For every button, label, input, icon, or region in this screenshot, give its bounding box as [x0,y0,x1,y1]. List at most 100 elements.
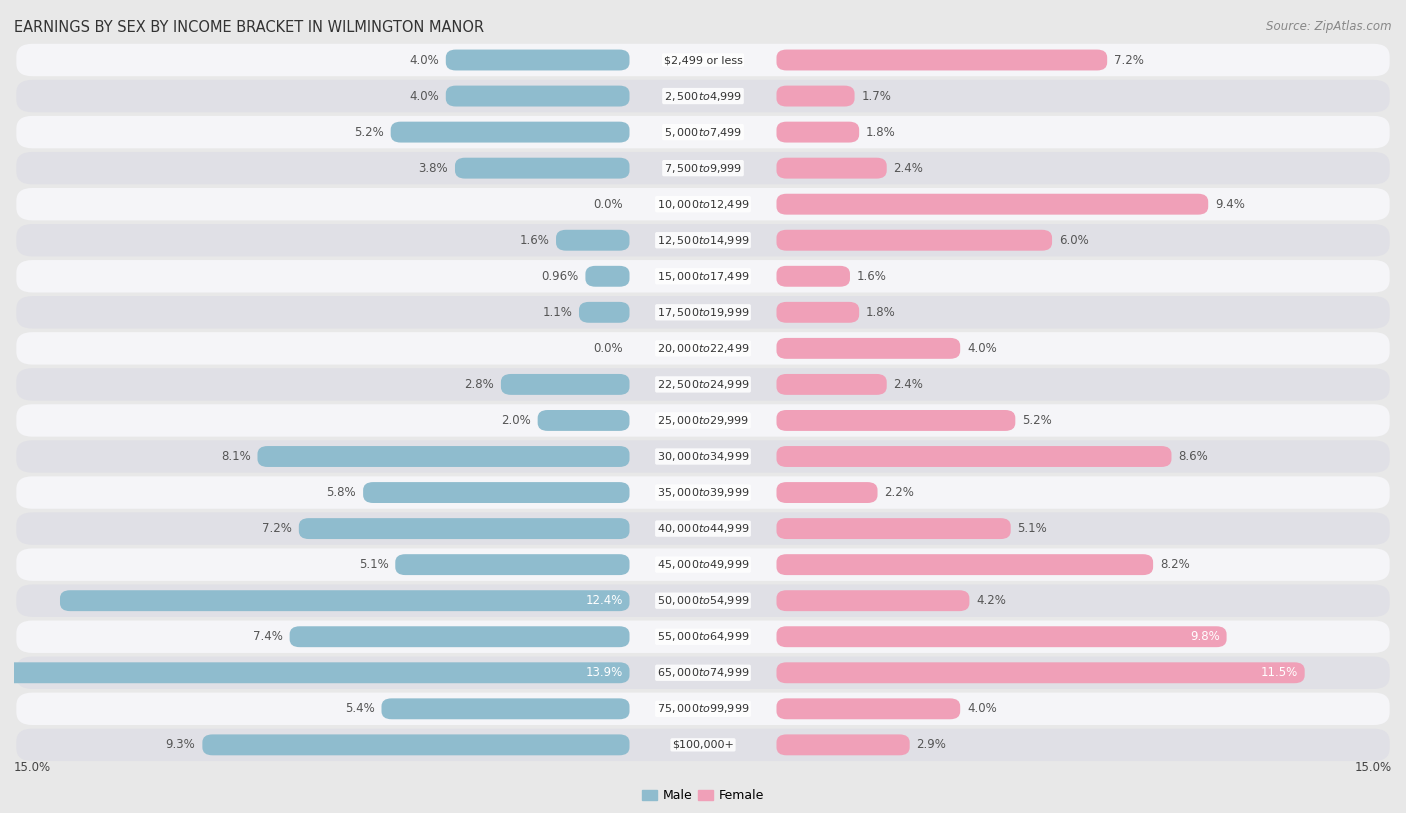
Text: 7.2%: 7.2% [262,522,292,535]
FancyBboxPatch shape [776,698,960,720]
FancyBboxPatch shape [17,260,1389,293]
Text: 2.8%: 2.8% [464,378,494,391]
Text: $65,000 to $74,999: $65,000 to $74,999 [657,667,749,680]
Text: 3.8%: 3.8% [419,162,449,175]
FancyBboxPatch shape [776,374,887,395]
FancyBboxPatch shape [17,657,1389,689]
FancyBboxPatch shape [776,50,1107,71]
Text: 7.4%: 7.4% [253,630,283,643]
FancyBboxPatch shape [363,482,630,503]
Text: 9.4%: 9.4% [1215,198,1244,211]
Text: 2.4%: 2.4% [894,162,924,175]
FancyBboxPatch shape [776,85,855,107]
Text: 1.7%: 1.7% [862,89,891,102]
FancyBboxPatch shape [17,296,1389,328]
FancyBboxPatch shape [776,193,1208,215]
FancyBboxPatch shape [776,122,859,142]
FancyBboxPatch shape [17,368,1389,401]
Text: $17,500 to $19,999: $17,500 to $19,999 [657,306,749,319]
FancyBboxPatch shape [776,518,1011,539]
FancyBboxPatch shape [60,590,630,611]
FancyBboxPatch shape [585,266,630,287]
Text: 2.2%: 2.2% [884,486,914,499]
FancyBboxPatch shape [776,230,1052,250]
FancyBboxPatch shape [776,338,960,359]
FancyBboxPatch shape [395,554,630,575]
Text: $25,000 to $29,999: $25,000 to $29,999 [657,414,749,427]
Text: 4.0%: 4.0% [967,702,997,715]
Text: 15.0%: 15.0% [1355,761,1392,774]
FancyBboxPatch shape [17,116,1389,148]
Text: $55,000 to $64,999: $55,000 to $64,999 [657,630,749,643]
FancyBboxPatch shape [17,693,1389,725]
FancyBboxPatch shape [17,620,1389,653]
Text: 0.96%: 0.96% [541,270,578,283]
FancyBboxPatch shape [776,302,859,323]
FancyBboxPatch shape [0,663,630,683]
Text: $7,500 to $9,999: $7,500 to $9,999 [664,162,742,175]
FancyBboxPatch shape [555,230,630,250]
FancyBboxPatch shape [17,585,1389,617]
Text: 1.8%: 1.8% [866,306,896,319]
FancyBboxPatch shape [776,626,1226,647]
Text: 2.9%: 2.9% [917,738,946,751]
Text: 11.5%: 11.5% [1261,667,1298,680]
FancyBboxPatch shape [202,734,630,755]
Text: EARNINGS BY SEX BY INCOME BRACKET IN WILMINGTON MANOR: EARNINGS BY SEX BY INCOME BRACKET IN WIL… [14,20,484,35]
FancyBboxPatch shape [17,404,1389,437]
FancyBboxPatch shape [446,50,630,71]
Text: $22,500 to $24,999: $22,500 to $24,999 [657,378,749,391]
Text: 5.1%: 5.1% [359,559,388,572]
Text: $15,000 to $17,499: $15,000 to $17,499 [657,270,749,283]
Text: 1.6%: 1.6% [856,270,887,283]
FancyBboxPatch shape [17,476,1389,509]
FancyBboxPatch shape [776,482,877,503]
Text: 1.6%: 1.6% [519,233,550,246]
Text: 7.2%: 7.2% [1114,54,1144,67]
Text: 9.8%: 9.8% [1189,630,1219,643]
Text: 5.4%: 5.4% [344,702,374,715]
Text: 12.4%: 12.4% [585,594,623,607]
Text: 13.9%: 13.9% [585,667,623,680]
Text: 5.2%: 5.2% [1022,414,1052,427]
Text: 5.1%: 5.1% [1018,522,1047,535]
Text: 2.0%: 2.0% [501,414,531,427]
FancyBboxPatch shape [17,333,1389,364]
Text: $100,000+: $100,000+ [672,740,734,750]
FancyBboxPatch shape [776,590,969,611]
FancyBboxPatch shape [17,44,1389,76]
FancyBboxPatch shape [17,80,1389,112]
FancyBboxPatch shape [446,85,630,107]
Text: $30,000 to $34,999: $30,000 to $34,999 [657,450,749,463]
FancyBboxPatch shape [776,663,1305,683]
Text: 5.2%: 5.2% [354,125,384,138]
Text: 9.3%: 9.3% [166,738,195,751]
FancyBboxPatch shape [537,410,630,431]
FancyBboxPatch shape [257,446,630,467]
Text: 4.2%: 4.2% [976,594,1007,607]
FancyBboxPatch shape [501,374,630,395]
Text: 8.2%: 8.2% [1160,559,1189,572]
Text: $10,000 to $12,499: $10,000 to $12,499 [657,198,749,211]
Text: $12,500 to $14,999: $12,500 to $14,999 [657,233,749,246]
FancyBboxPatch shape [17,728,1389,761]
Text: 0.0%: 0.0% [593,198,623,211]
Text: 1.8%: 1.8% [866,125,896,138]
Text: $45,000 to $49,999: $45,000 to $49,999 [657,559,749,572]
FancyBboxPatch shape [776,446,1171,467]
Text: 2.4%: 2.4% [894,378,924,391]
Text: $2,499 or less: $2,499 or less [664,55,742,65]
FancyBboxPatch shape [290,626,630,647]
FancyBboxPatch shape [776,734,910,755]
Text: $35,000 to $39,999: $35,000 to $39,999 [657,486,749,499]
Text: 5.8%: 5.8% [326,486,356,499]
Text: Source: ZipAtlas.com: Source: ZipAtlas.com [1267,20,1392,33]
FancyBboxPatch shape [776,554,1153,575]
Text: $40,000 to $44,999: $40,000 to $44,999 [657,522,749,535]
Text: 6.0%: 6.0% [1059,233,1088,246]
FancyBboxPatch shape [776,266,851,287]
Text: 8.1%: 8.1% [221,450,250,463]
FancyBboxPatch shape [299,518,630,539]
Text: 4.0%: 4.0% [967,342,997,354]
FancyBboxPatch shape [17,224,1389,256]
